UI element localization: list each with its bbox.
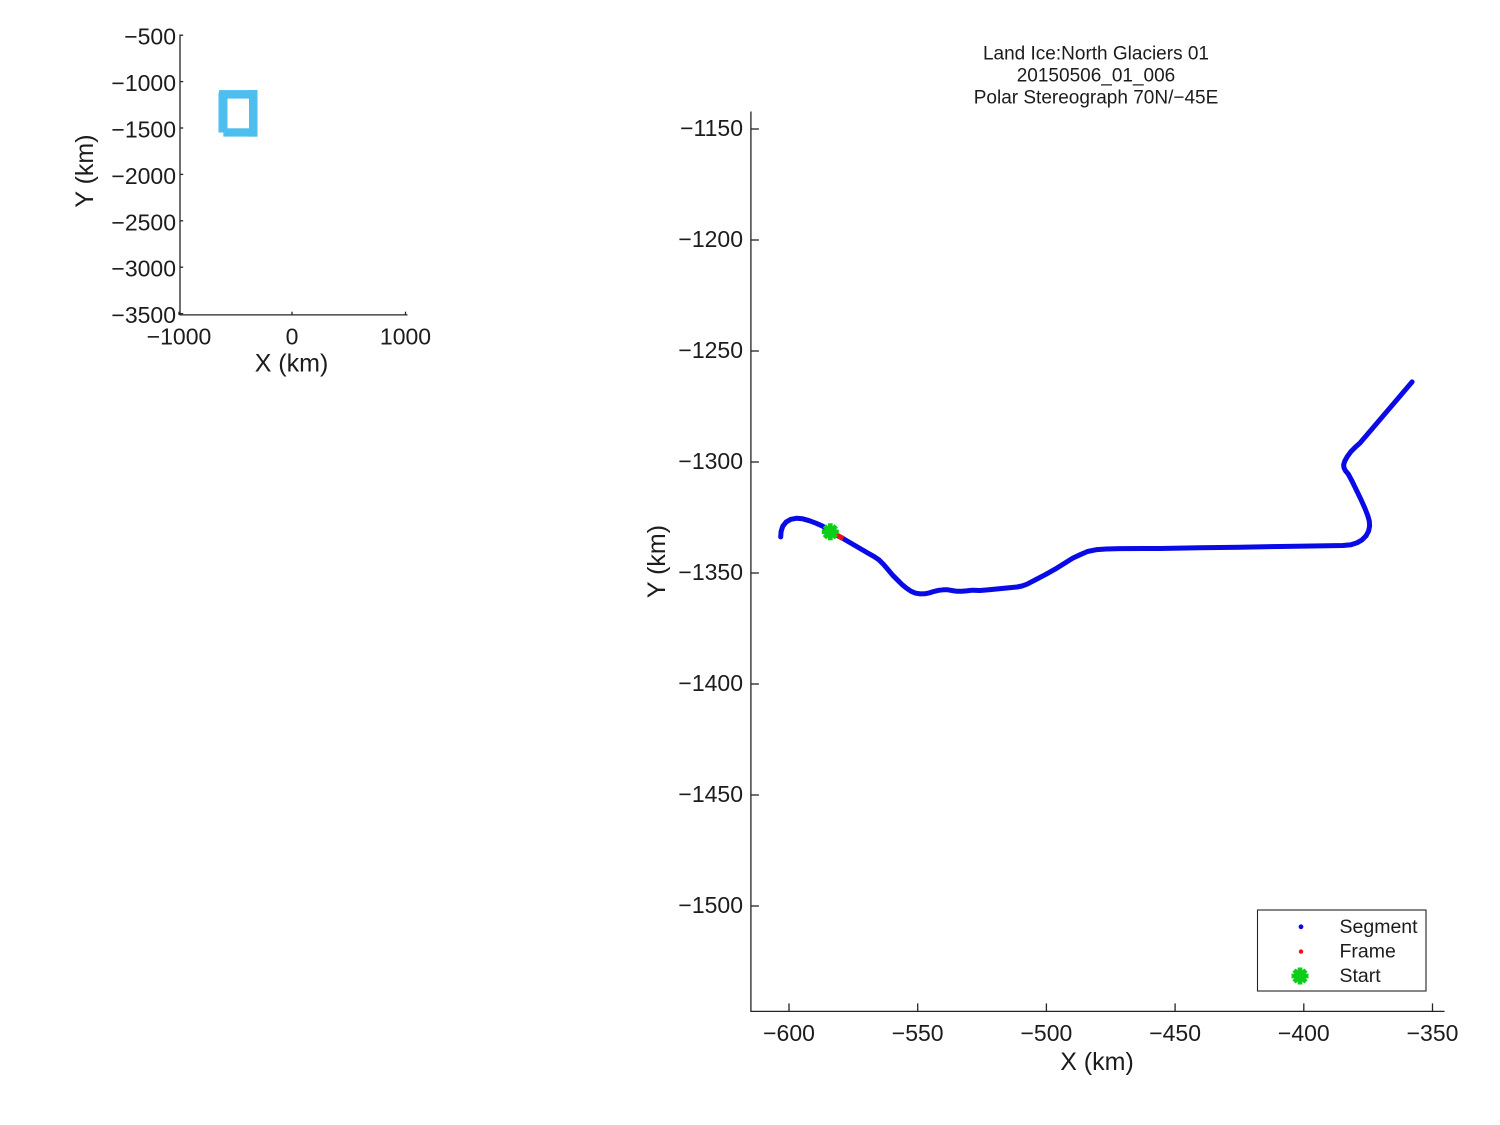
svg-text:−1200: −1200 — [678, 226, 743, 252]
svg-text:−3000: −3000 — [111, 256, 176, 282]
svg-text:20150506_01_006: 20150506_01_006 — [1017, 66, 1176, 87]
svg-text:−1300: −1300 — [678, 448, 743, 474]
svg-text:−1500: −1500 — [678, 892, 743, 918]
svg-text:−450: −450 — [1149, 1020, 1201, 1046]
svg-text:Land Ice:North Glaciers 01: Land Ice:North Glaciers 01 — [983, 44, 1209, 65]
svg-text:−1450: −1450 — [678, 781, 743, 807]
svg-text:−350: −350 — [1407, 1020, 1459, 1046]
svg-text:Polar Stereograph 70N/−45E: Polar Stereograph 70N/−45E — [974, 88, 1219, 109]
svg-text:Y (km): Y (km) — [643, 525, 671, 598]
svg-text:−2000: −2000 — [111, 163, 176, 189]
svg-text:−1500: −1500 — [111, 117, 176, 143]
svg-text:−1250: −1250 — [678, 337, 743, 363]
svg-text:−500: −500 — [1020, 1020, 1072, 1046]
svg-text:0: 0 — [286, 324, 299, 350]
svg-text:−600: −600 — [763, 1020, 815, 1046]
svg-text:1000: 1000 — [380, 324, 431, 350]
svg-text:Start: Start — [1340, 965, 1382, 987]
svg-text:X (km): X (km) — [1060, 1048, 1134, 1076]
svg-text:−1350: −1350 — [678, 559, 743, 585]
svg-text:Segment: Segment — [1340, 916, 1419, 938]
svg-text:−2500: −2500 — [111, 209, 176, 235]
svg-text:−1400: −1400 — [678, 670, 743, 696]
svg-text:−3500: −3500 — [111, 302, 176, 328]
svg-text:−1000: −1000 — [111, 70, 176, 96]
svg-text:−550: −550 — [892, 1020, 944, 1046]
svg-text:X (km): X (km) — [255, 350, 329, 378]
svg-text:Y (km): Y (km) — [71, 134, 99, 207]
svg-text:−1150: −1150 — [680, 115, 743, 141]
svg-text:Frame: Frame — [1340, 941, 1396, 963]
svg-text:−500: −500 — [124, 24, 176, 50]
svg-text:−400: −400 — [1278, 1020, 1330, 1046]
svg-text:−1000: −1000 — [147, 324, 212, 350]
